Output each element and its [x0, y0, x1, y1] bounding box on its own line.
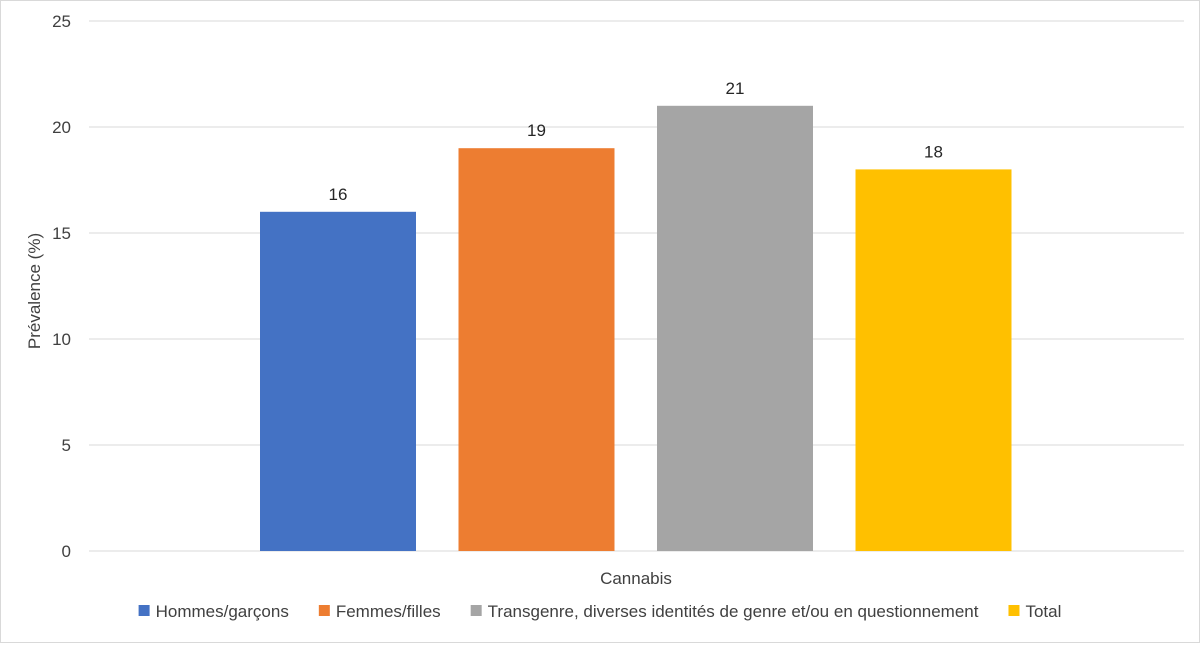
y-tick-label: 0 — [62, 542, 71, 561]
legend-swatch — [1008, 605, 1020, 616]
data-label: 19 — [527, 121, 546, 140]
legend-item: Femmes/filles — [318, 602, 441, 621]
legend-item: Total — [1008, 602, 1061, 621]
y-tick-label: 10 — [52, 330, 71, 349]
bar — [855, 169, 1012, 551]
legend-swatch — [318, 605, 330, 616]
legend-item: Transgenre, diverses identités de genre … — [470, 602, 979, 621]
bar — [260, 211, 416, 552]
legend-label: Femmes/filles — [336, 602, 441, 621]
y-tick-label: 25 — [52, 12, 71, 31]
data-label: 16 — [329, 185, 348, 204]
legend-item: Hommes/garçons — [138, 602, 289, 621]
legend-label: Total — [1025, 602, 1061, 621]
x-category-label: Cannabis — [600, 569, 672, 588]
legend-swatch — [470, 605, 482, 616]
y-tick-label: 20 — [52, 118, 71, 137]
legend-label: Transgenre, diverses identités de genre … — [488, 602, 979, 621]
data-labels: 16 19 21 18 — [329, 79, 943, 204]
y-tick-label: 15 — [52, 224, 71, 243]
bars — [260, 105, 1012, 552]
legend-label: Hommes/garçons — [156, 602, 289, 621]
legend-swatch — [138, 605, 150, 616]
y-axis-title: Prévalence (%) — [25, 233, 44, 349]
gridlines — [89, 20, 1184, 552]
legend: Hommes/garçons Femmes/filles Transgenre, d… — [138, 602, 1061, 621]
data-label: 21 — [726, 79, 745, 98]
y-tick-label: 5 — [62, 436, 71, 455]
y-axis-ticks: 0 5 10 15 20 25 — [52, 12, 71, 561]
data-label: 18 — [924, 142, 943, 161]
bar — [458, 148, 615, 551]
bar — [657, 105, 813, 552]
